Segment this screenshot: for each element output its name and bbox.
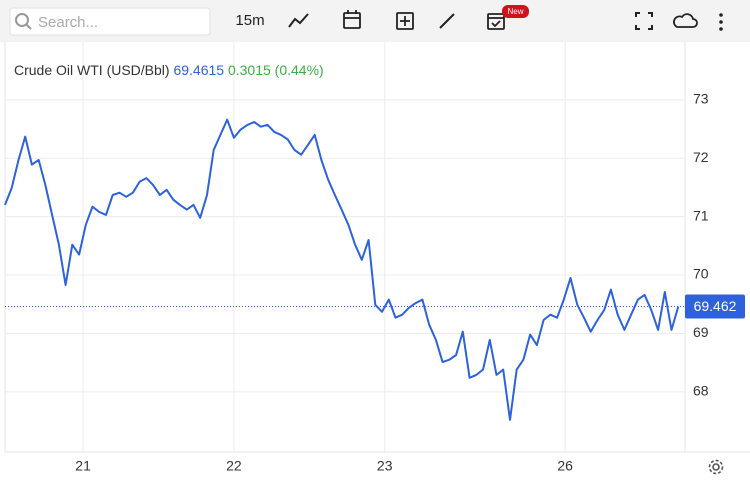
instrument-name: Crude Oil WTI (USD/Bbl) — [14, 62, 170, 78]
x-tick-label: 21 — [75, 458, 91, 474]
price-line — [4, 118, 680, 421]
x-tick-label: 22 — [226, 458, 242, 474]
price-tag-label: 69.462 — [694, 298, 737, 314]
indicator-icon[interactable] — [288, 13, 309, 28]
grid: 68 69 70 71 72 73 21 22 23 26 — [5, 42, 709, 474]
new-badge-text: New — [507, 7, 523, 16]
y-tick-label: 72 — [693, 149, 709, 165]
search-icon — [15, 13, 29, 27]
legend-header: Crude Oil WTI (USD/Bbl) 69.4615 0.3015 (… — [14, 62, 324, 78]
y-tick-label: 73 — [693, 91, 709, 107]
y-tick-label: 69 — [693, 324, 709, 340]
search-box[interactable] — [9, 7, 211, 36]
y-tick-label: 68 — [693, 383, 709, 399]
draw-icon[interactable] — [439, 13, 455, 29]
y-tick-label: 71 — [693, 207, 709, 223]
price-tag — [685, 294, 745, 319]
plot: 69.462 — [4, 118, 745, 421]
price-change: 0.3015 (0.44%) — [228, 62, 324, 78]
download-icon[interactable] — [673, 13, 698, 28]
x-tick-label: 23 — [377, 458, 393, 474]
calendar-icon[interactable] — [343, 10, 361, 29]
events-icon[interactable] — [487, 13, 505, 30]
new-badge — [502, 5, 529, 18]
last-price: 69.4615 — [173, 62, 224, 78]
menu-icon[interactable] — [719, 13, 723, 31]
settings-icon[interactable] — [708, 459, 724, 475]
add-icon[interactable] — [396, 12, 414, 30]
interval-button[interactable]: 15m — [235, 12, 264, 29]
search-icon — [25, 23, 32, 30]
fullscreen-icon[interactable] — [635, 12, 653, 30]
search-placeholder: Search... — [38, 14, 98, 31]
x-tick-label: 26 — [557, 458, 573, 474]
y-tick-label: 70 — [693, 266, 709, 282]
